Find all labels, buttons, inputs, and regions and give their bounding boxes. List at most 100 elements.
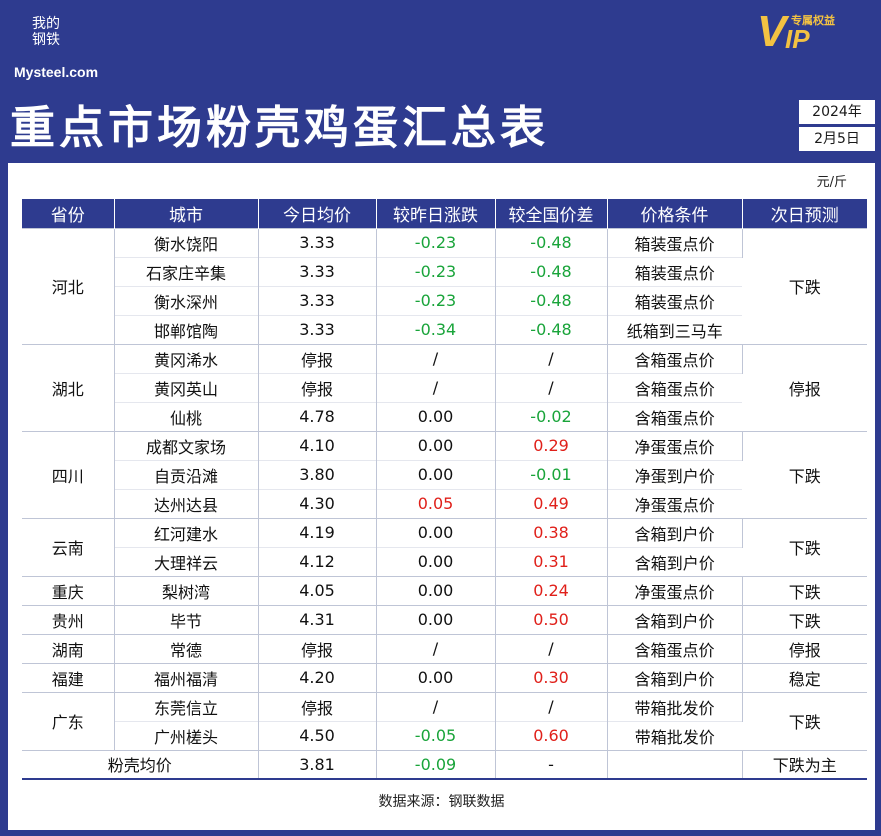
- cell-city: 成都文家场: [114, 430, 259, 460]
- cell-diff: /: [495, 691, 608, 721]
- cell-city: 邯郸馆陶: [114, 314, 259, 344]
- cell-province: 贵州: [22, 604, 115, 634]
- cell-diff: 0.24: [495, 575, 608, 605]
- cell-condition: 带箱批发价: [607, 720, 742, 750]
- table-row: 重庆 梨树湾 4.05 0.00 0.24 净蛋蛋点价 下跌: [22, 575, 867, 605]
- table-body: 河北 衡水饶阳 3.33 -0.23 -0.48 箱装蛋点价 下跌 石家庄辛集 3.33 -0.2…: [22, 227, 867, 780]
- cell-city: 黄冈浠水: [114, 343, 259, 373]
- header-diff: 较全国价差: [495, 199, 608, 228]
- average-price: 3.81: [258, 749, 377, 780]
- cell-province: 河北: [22, 227, 115, 344]
- page-title: 重点市场粉壳鸡蛋汇总表: [10, 101, 550, 154]
- cell-condition: 含箱到户价: [607, 546, 742, 576]
- average-label: 粉壳均价: [22, 749, 259, 780]
- cell-city: 衡水深州: [114, 285, 259, 315]
- header-condition: 价格条件: [607, 199, 743, 228]
- date-box: 2024年 2月5日: [799, 100, 875, 154]
- cell-change: -0.23: [376, 256, 496, 286]
- cell-city: 红河建水: [114, 517, 259, 547]
- average-condition: [607, 749, 743, 780]
- header-forecast: 次日预测: [742, 199, 867, 228]
- vip-badge: V IP 专属权益: [757, 10, 851, 55]
- cell-diff: /: [495, 372, 608, 402]
- cell-forecast: 下跌: [742, 604, 867, 634]
- table-row: 云南 红河建水 4.19 0.00 0.38 含箱到户价 下跌: [22, 517, 867, 576]
- cell-price: 3.33: [258, 314, 377, 344]
- cell-condition: 箱装蛋点价: [607, 285, 742, 315]
- cell-condition: 含箱蛋点价: [607, 401, 742, 431]
- unit-label: 元/斤: [816, 175, 847, 190]
- cell-change: 0.00: [376, 517, 496, 547]
- cell-diff: /: [495, 343, 608, 373]
- cell-province: 湖北: [22, 343, 115, 431]
- cell-change: -0.23: [376, 227, 496, 257]
- cell-city: 黄冈英山: [114, 372, 259, 402]
- cell-diff: -0.48: [495, 285, 608, 315]
- table-panel: 元/斤 省份 城市 今日均价 较昨日涨跌 较全国价差 价格条件 次日预测 河北衡…: [8, 163, 875, 830]
- cell-condition: 含箱到户价: [607, 517, 743, 547]
- table-row: 湖南 常德 停报 / / 含箱蛋点价 停报: [22, 633, 867, 663]
- cell-condition: 含箱到户价: [607, 604, 743, 634]
- cell-forecast: 稳定: [742, 662, 867, 692]
- table-row: 邯郸馆陶 3.33 -0.34 -0.48 纸箱到三马车: [22, 314, 867, 344]
- logo-cn: 我的 钢铁: [28, 16, 64, 48]
- cell-city: 石家庄辛集: [114, 256, 259, 286]
- cell-province: 湖南: [22, 633, 115, 663]
- header-province: 省份: [22, 199, 115, 228]
- cell-price: 停报: [258, 343, 377, 373]
- cell-condition: 箱装蛋点价: [607, 256, 742, 286]
- logo-cn-line1: 我的: [32, 16, 60, 32]
- cell-diff: /: [495, 633, 608, 663]
- cell-diff: 0.49: [495, 488, 608, 518]
- cell-province: 广东: [22, 691, 115, 750]
- vip-tag: 专属权益: [791, 14, 835, 27]
- average-row: 粉壳均价 3.81 -0.09- 下跌为主: [22, 749, 867, 780]
- cell-forecast: 停报: [742, 633, 867, 663]
- cell-condition: 含箱蛋点价: [607, 633, 743, 663]
- table-row: 河北 衡水饶阳 3.33 -0.23 -0.48 箱装蛋点价 下跌: [22, 227, 867, 344]
- cell-city: 毕节: [114, 604, 259, 634]
- cell-condition: 带箱批发价: [607, 691, 743, 721]
- cell-forecast: 下跌: [742, 430, 867, 518]
- table-row: 广州槎头 4.50 -0.05 0.60 带箱批发价: [22, 720, 867, 750]
- cell-diff: -0.02: [495, 401, 608, 431]
- cell-change: /: [376, 372, 496, 402]
- cell-change: 0.00: [376, 401, 496, 431]
- cell-price: 3.33: [258, 285, 377, 315]
- cell-city: 自贡沿滩: [114, 459, 259, 489]
- cell-change: /: [376, 691, 496, 721]
- cell-city: 福州福清: [114, 662, 259, 692]
- cell-change: -0.23: [376, 285, 496, 315]
- cell-price: 3.80: [258, 459, 377, 489]
- table-row: 黄冈英山 停报 / / 含箱蛋点价: [22, 372, 867, 402]
- cell-price: 4.50: [258, 720, 377, 750]
- cell-price: 停报: [258, 691, 377, 721]
- cell-price: 4.12: [258, 546, 377, 576]
- cell-forecast: 停报: [742, 343, 867, 431]
- cell-province: 福建: [22, 662, 115, 692]
- cell-condition: 含箱蛋点价: [607, 372, 742, 402]
- cell-city: 广州槎头: [114, 720, 259, 750]
- table-header-row: 省份 城市 今日均价 较昨日涨跌 较全国价差 价格条件 次日预测: [22, 199, 867, 228]
- average-change: -0.09: [376, 749, 496, 780]
- logo-en: Mysteel.com: [14, 64, 99, 80]
- header-city: 城市: [114, 199, 259, 228]
- cell-price: 4.05: [258, 575, 377, 605]
- cell-diff: -0.48: [495, 314, 608, 344]
- cell-change: -0.05: [376, 720, 496, 750]
- table-row: 衡水深州 3.33 -0.23 -0.48 箱装蛋点价: [22, 285, 867, 315]
- table-row: 广东 东莞信立 停报 / / 带箱批发价 下跌: [22, 691, 867, 750]
- cell-condition: 净蛋蛋点价: [607, 488, 742, 518]
- cell-change: -0.34: [376, 314, 496, 344]
- logo-cn-line2: 钢铁: [32, 32, 60, 48]
- cell-condition: 含箱蛋点价: [607, 343, 743, 373]
- table-row: 石家庄辛集 3.33 -0.23 -0.48 箱装蛋点价: [22, 256, 867, 286]
- cell-price: 4.19: [258, 517, 377, 547]
- cell-diff: 0.38: [495, 517, 608, 547]
- cell-city: 常德: [114, 633, 259, 663]
- data-source: 数据来源：钢联数据: [378, 794, 505, 810]
- cell-forecast: 下跌: [742, 575, 867, 605]
- header-change: 较昨日涨跌: [376, 199, 496, 228]
- cell-city: 东莞信立: [114, 691, 259, 721]
- table-row: 达州达县 4.30 0.05 0.49 净蛋蛋点价: [22, 488, 867, 518]
